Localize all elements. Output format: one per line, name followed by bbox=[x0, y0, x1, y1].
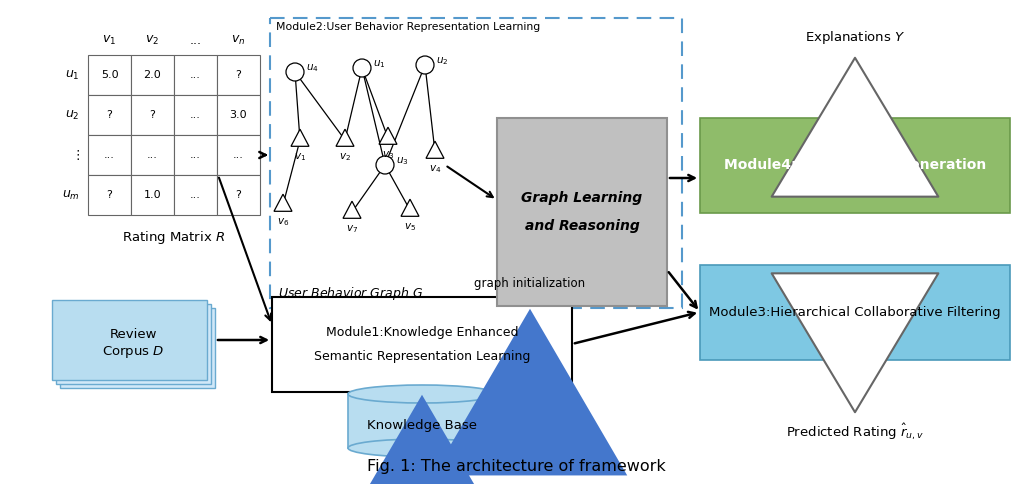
FancyBboxPatch shape bbox=[52, 300, 207, 380]
Text: Rating Matrix $R$: Rating Matrix $R$ bbox=[123, 229, 226, 246]
Text: ...: ... bbox=[190, 70, 201, 80]
FancyBboxPatch shape bbox=[174, 95, 217, 135]
Polygon shape bbox=[401, 199, 419, 216]
FancyBboxPatch shape bbox=[174, 175, 217, 215]
Polygon shape bbox=[426, 141, 444, 158]
FancyBboxPatch shape bbox=[497, 118, 667, 306]
Text: ?: ? bbox=[106, 110, 112, 120]
FancyBboxPatch shape bbox=[217, 175, 260, 215]
Text: $u_1$: $u_1$ bbox=[373, 58, 386, 70]
Polygon shape bbox=[336, 129, 354, 146]
Text: Module3:Hierarchical Collaborative Filtering: Module3:Hierarchical Collaborative Filte… bbox=[709, 306, 1001, 319]
Text: $u_4$: $u_4$ bbox=[307, 62, 319, 74]
Text: $v_3$: $v_3$ bbox=[382, 149, 394, 161]
Text: $v_6$: $v_6$ bbox=[277, 216, 289, 228]
Text: $u_m$: $u_m$ bbox=[62, 188, 80, 201]
Text: ?: ? bbox=[150, 110, 156, 120]
FancyBboxPatch shape bbox=[88, 135, 131, 175]
Text: ...: ... bbox=[233, 150, 244, 160]
Text: $u_1$: $u_1$ bbox=[65, 68, 80, 81]
FancyBboxPatch shape bbox=[217, 135, 260, 175]
FancyBboxPatch shape bbox=[700, 265, 1010, 360]
Text: $u_2$: $u_2$ bbox=[65, 108, 80, 121]
Text: Module1:Knowledge Enhanced: Module1:Knowledge Enhanced bbox=[326, 326, 518, 339]
Text: $v_1$: $v_1$ bbox=[294, 151, 307, 163]
Text: ...: ... bbox=[190, 190, 201, 200]
Text: ...: ... bbox=[104, 150, 115, 160]
FancyBboxPatch shape bbox=[131, 135, 174, 175]
Text: Semantic Representation Learning: Semantic Representation Learning bbox=[314, 350, 530, 363]
Text: $u_3$: $u_3$ bbox=[396, 155, 409, 167]
Text: ...: ... bbox=[190, 34, 201, 47]
FancyBboxPatch shape bbox=[174, 135, 217, 175]
Text: Module2:User Behavior Representation Learning: Module2:User Behavior Representation Lea… bbox=[276, 22, 540, 32]
FancyBboxPatch shape bbox=[348, 394, 496, 448]
Text: User Behavior Graph $G$: User Behavior Graph $G$ bbox=[278, 285, 423, 302]
Text: Graph Learning: Graph Learning bbox=[521, 191, 643, 205]
Text: graph initialization: graph initialization bbox=[475, 277, 585, 290]
Text: $v_5$: $v_5$ bbox=[404, 221, 416, 233]
Text: $v_2$: $v_2$ bbox=[146, 34, 160, 47]
Text: Review
Corpus $D$: Review Corpus $D$ bbox=[102, 329, 165, 360]
Ellipse shape bbox=[348, 385, 496, 403]
Polygon shape bbox=[343, 201, 361, 218]
Text: ...: ... bbox=[190, 110, 201, 120]
Text: ?: ? bbox=[106, 190, 112, 200]
Text: Module4: Explanation Generation: Module4: Explanation Generation bbox=[723, 158, 987, 172]
Text: 2.0: 2.0 bbox=[143, 70, 161, 80]
Polygon shape bbox=[291, 129, 309, 146]
Text: ?: ? bbox=[235, 190, 241, 200]
Text: $v_n$: $v_n$ bbox=[231, 34, 246, 47]
Text: 1.0: 1.0 bbox=[143, 190, 161, 200]
FancyBboxPatch shape bbox=[700, 118, 1010, 213]
Text: $\vdots$: $\vdots$ bbox=[71, 148, 80, 162]
Text: $v_2$: $v_2$ bbox=[338, 151, 351, 163]
FancyBboxPatch shape bbox=[174, 55, 217, 95]
FancyBboxPatch shape bbox=[60, 308, 215, 388]
Circle shape bbox=[286, 63, 304, 81]
Text: and Reasoning: and Reasoning bbox=[524, 219, 640, 233]
Text: ...: ... bbox=[148, 150, 158, 160]
Circle shape bbox=[416, 56, 434, 74]
FancyBboxPatch shape bbox=[217, 55, 260, 95]
Text: Fig. 1: The architecture of framework: Fig. 1: The architecture of framework bbox=[366, 459, 666, 474]
FancyBboxPatch shape bbox=[88, 175, 131, 215]
Circle shape bbox=[376, 156, 394, 174]
FancyBboxPatch shape bbox=[88, 55, 131, 95]
Text: Predicted Rating $\hat{r}_{u,v}$: Predicted Rating $\hat{r}_{u,v}$ bbox=[786, 422, 924, 442]
Polygon shape bbox=[275, 194, 292, 212]
FancyBboxPatch shape bbox=[217, 95, 260, 135]
Text: 3.0: 3.0 bbox=[230, 110, 248, 120]
Text: 5.0: 5.0 bbox=[101, 70, 119, 80]
Circle shape bbox=[353, 59, 370, 77]
FancyBboxPatch shape bbox=[131, 95, 174, 135]
Text: $u_2$: $u_2$ bbox=[436, 55, 449, 67]
Text: $v_4$: $v_4$ bbox=[429, 163, 441, 175]
FancyBboxPatch shape bbox=[272, 297, 572, 392]
Text: $v_7$: $v_7$ bbox=[346, 223, 358, 235]
Text: $v_1$: $v_1$ bbox=[102, 34, 117, 47]
FancyBboxPatch shape bbox=[131, 55, 174, 95]
FancyBboxPatch shape bbox=[56, 304, 211, 384]
Text: Explanations $Y$: Explanations $Y$ bbox=[805, 29, 905, 46]
Polygon shape bbox=[379, 127, 397, 144]
Text: Knowledge Base: Knowledge Base bbox=[367, 419, 477, 432]
Text: ...: ... bbox=[190, 150, 201, 160]
Text: ?: ? bbox=[235, 70, 241, 80]
Ellipse shape bbox=[348, 439, 496, 457]
FancyBboxPatch shape bbox=[88, 95, 131, 135]
FancyBboxPatch shape bbox=[131, 175, 174, 215]
